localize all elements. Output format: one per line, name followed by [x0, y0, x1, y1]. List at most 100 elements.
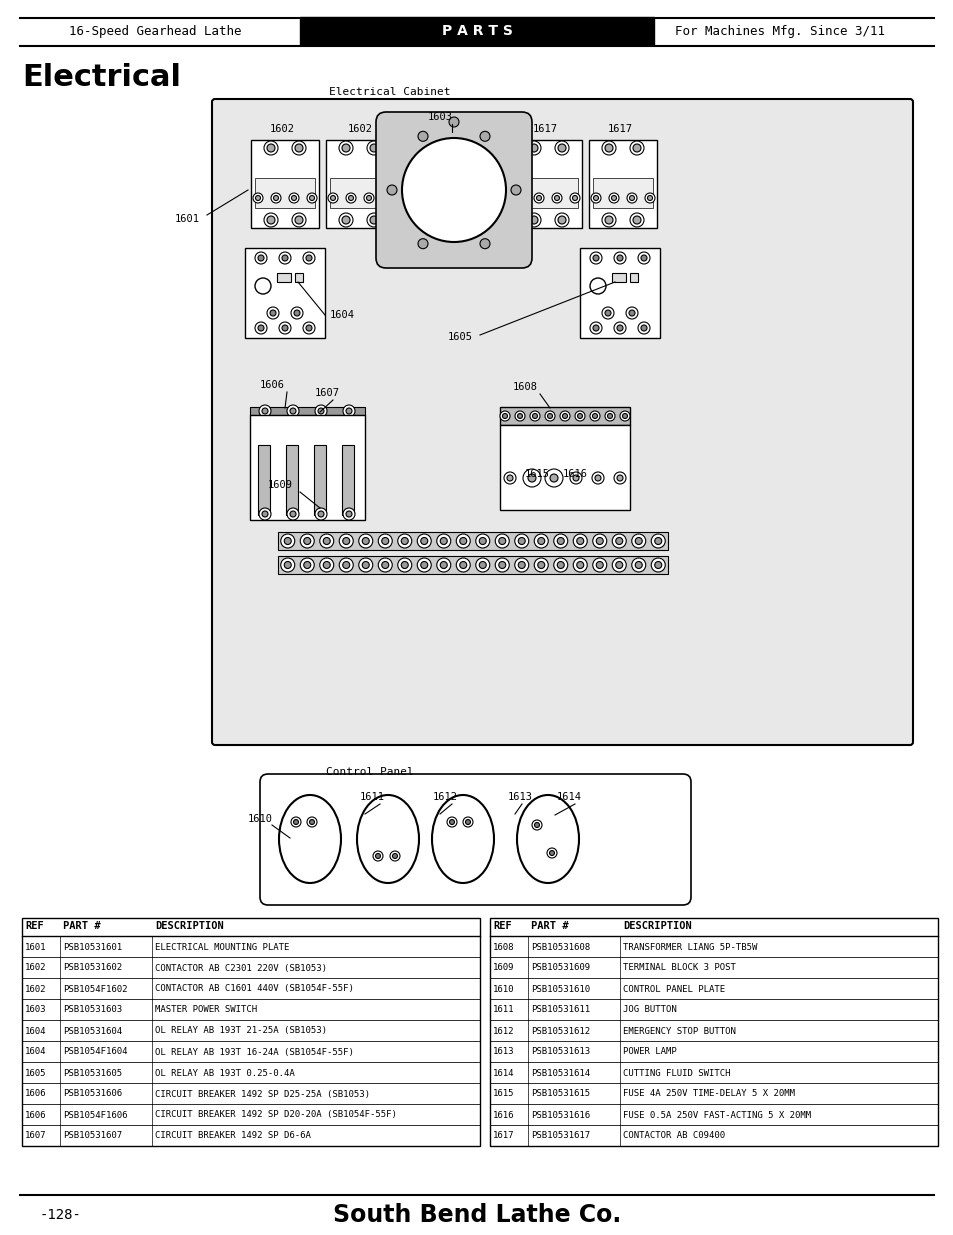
Circle shape — [439, 562, 447, 568]
Circle shape — [611, 195, 616, 200]
Bar — [490, 1041, 937, 1062]
Text: 1611: 1611 — [493, 1005, 514, 1014]
Circle shape — [604, 216, 613, 224]
Circle shape — [284, 562, 291, 568]
Circle shape — [280, 558, 294, 572]
Circle shape — [303, 562, 311, 568]
Circle shape — [593, 325, 598, 331]
Circle shape — [436, 534, 450, 548]
Circle shape — [462, 818, 473, 827]
Circle shape — [592, 414, 597, 419]
Text: PSB10531612: PSB10531612 — [531, 1026, 590, 1035]
Circle shape — [287, 508, 298, 520]
Text: South Bend Lathe Co.: South Bend Lathe Co. — [333, 1203, 620, 1228]
Circle shape — [292, 195, 296, 200]
Circle shape — [629, 141, 643, 156]
Circle shape — [417, 131, 428, 141]
Circle shape — [291, 308, 303, 319]
Text: 1612: 1612 — [493, 1026, 514, 1035]
Circle shape — [317, 511, 324, 517]
Bar — [254, 178, 314, 207]
Circle shape — [530, 411, 539, 421]
Bar — [294, 273, 303, 282]
Circle shape — [638, 322, 649, 333]
Circle shape — [633, 144, 640, 152]
Circle shape — [593, 195, 598, 200]
Circle shape — [495, 534, 509, 548]
Circle shape — [292, 141, 306, 156]
Text: 1615: 1615 — [524, 469, 550, 479]
Text: -128-: -128- — [40, 1208, 82, 1221]
Circle shape — [294, 144, 303, 152]
Circle shape — [381, 562, 388, 568]
Circle shape — [290, 511, 295, 517]
Bar — [490, 1020, 937, 1041]
Text: PSB10531614: PSB10531614 — [531, 1068, 590, 1077]
Text: CIRCUIT BREAKER 1492 SP D20-20A (SB1054F-55F): CIRCUIT BREAKER 1492 SP D20-20A (SB1054F… — [154, 1110, 396, 1119]
Circle shape — [573, 534, 587, 548]
Text: 1616: 1616 — [562, 469, 587, 479]
Text: 1617: 1617 — [533, 124, 558, 135]
Circle shape — [532, 820, 541, 830]
Text: 1610: 1610 — [248, 814, 273, 824]
Text: TRANSFORMER LIANG 5P-TB5W: TRANSFORMER LIANG 5P-TB5W — [622, 942, 757, 951]
Text: Electrical: Electrical — [22, 63, 181, 93]
Circle shape — [292, 212, 306, 227]
Circle shape — [619, 411, 629, 421]
Text: 1601: 1601 — [174, 214, 200, 224]
Text: 1608: 1608 — [493, 942, 514, 951]
Bar — [490, 957, 937, 978]
Circle shape — [595, 475, 600, 480]
Circle shape — [267, 216, 274, 224]
Text: CONTACTOR AB C2301 220V (SB1053): CONTACTOR AB C2301 220V (SB1053) — [154, 963, 327, 972]
Circle shape — [495, 558, 509, 572]
Bar — [22, 936, 479, 957]
Circle shape — [615, 562, 622, 568]
Circle shape — [401, 138, 505, 242]
Circle shape — [544, 469, 562, 487]
Circle shape — [339, 558, 353, 572]
Text: 1606: 1606 — [260, 380, 285, 390]
Text: FUSE 4A 250V TIME-DELAY 5 X 20MM: FUSE 4A 250V TIME-DELAY 5 X 20MM — [622, 1089, 794, 1098]
Circle shape — [635, 537, 641, 545]
Circle shape — [309, 195, 314, 200]
Ellipse shape — [278, 795, 340, 883]
Circle shape — [479, 238, 490, 248]
Circle shape — [303, 252, 314, 264]
Circle shape — [284, 537, 291, 545]
Circle shape — [364, 193, 374, 203]
Text: Electrical Cabinet: Electrical Cabinet — [329, 86, 450, 98]
Text: MASTER POWER SWITCH: MASTER POWER SWITCH — [154, 1005, 257, 1014]
Circle shape — [592, 534, 606, 548]
Circle shape — [526, 212, 540, 227]
Bar — [629, 273, 638, 282]
Circle shape — [651, 534, 664, 548]
Circle shape — [341, 216, 350, 224]
Circle shape — [644, 193, 655, 203]
Text: 1605: 1605 — [448, 332, 473, 342]
Circle shape — [589, 411, 599, 421]
Text: PSB10531605: PSB10531605 — [63, 1068, 122, 1077]
Circle shape — [417, 238, 428, 248]
Circle shape — [280, 534, 294, 548]
Circle shape — [342, 562, 350, 568]
Text: 1615: 1615 — [493, 1089, 514, 1098]
Text: PSB10531609: PSB10531609 — [531, 963, 590, 972]
Text: PSB10531606: PSB10531606 — [63, 1089, 122, 1098]
Text: PSB10531615: PSB10531615 — [531, 1089, 590, 1098]
Circle shape — [601, 308, 614, 319]
Circle shape — [590, 193, 600, 203]
Text: OL RELAY AB 193T 0.25-0.4A: OL RELAY AB 193T 0.25-0.4A — [154, 1068, 294, 1077]
Circle shape — [547, 414, 552, 419]
Circle shape — [557, 562, 563, 568]
Text: 1614: 1614 — [493, 1068, 514, 1077]
Circle shape — [476, 534, 489, 548]
Circle shape — [631, 558, 645, 572]
Circle shape — [257, 254, 264, 261]
Text: OL RELAY AB 193T 16-24A (SB1054F-55F): OL RELAY AB 193T 16-24A (SB1054F-55F) — [154, 1047, 354, 1056]
Bar — [514, 140, 581, 228]
Circle shape — [628, 310, 635, 316]
Circle shape — [596, 562, 602, 568]
Circle shape — [342, 537, 350, 545]
Circle shape — [573, 558, 587, 572]
